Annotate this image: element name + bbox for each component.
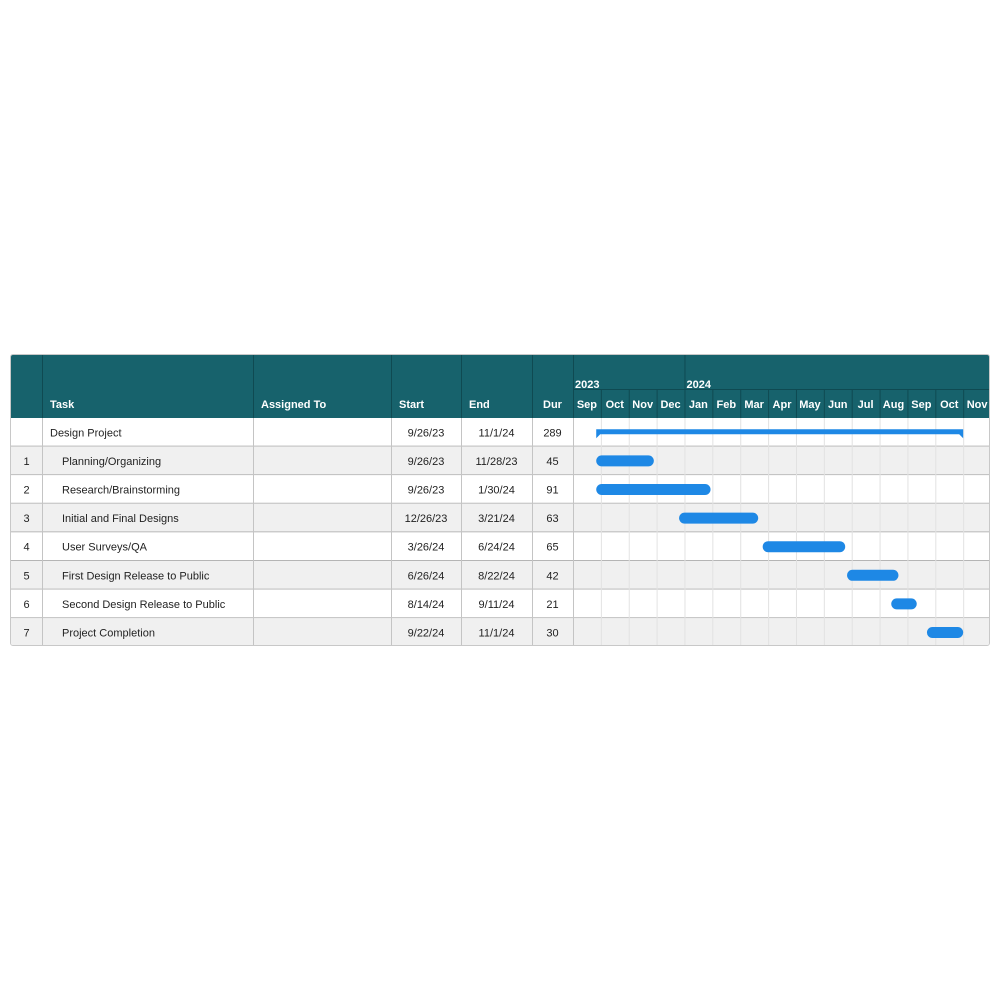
summary-dur-cell: 289 — [543, 427, 561, 439]
month-label: Sep — [911, 399, 931, 411]
table-row — [11, 503, 989, 533]
task-num-cell: 5 — [23, 570, 29, 582]
task-bar[interactable] — [926, 627, 964, 638]
task-start-cell: 9/22/24 — [408, 628, 445, 640]
task-start-cell: 6/26/24 — [408, 570, 445, 582]
summary-task-cell: Design Project — [50, 427, 122, 439]
task-bar[interactable] — [762, 541, 846, 553]
column-header-dur: Dur — [543, 399, 563, 411]
task-dur-cell: 65 — [546, 542, 558, 554]
month-label: Jul — [858, 399, 874, 411]
task-dur-cell: 21 — [546, 599, 558, 611]
task-num-cell: 4 — [23, 542, 29, 554]
task-task-cell: Project Completion — [62, 628, 155, 640]
task-dur-cell: 42 — [546, 570, 558, 582]
task-start-cell: 8/14/24 — [408, 599, 445, 611]
gantt-chart: Task Assigned To Start End Dur 2023 2024 Sep Oct… — [10, 354, 990, 646]
table-row — [11, 561, 989, 590]
column-header-assigned: Assigned To — [261, 399, 326, 411]
month-label: Apr — [773, 399, 793, 411]
task-end-cell: 11/1/24 — [479, 628, 515, 640]
task-num-cell: 6 — [23, 599, 29, 611]
task-start-cell: 12/26/23 — [405, 513, 448, 525]
task-end-cell: 11/28/23 — [475, 456, 517, 468]
column-header-task: Task — [50, 399, 75, 411]
header-background — [11, 355, 989, 418]
task-end-cell: 1/30/24 — [478, 485, 515, 497]
task-end-cell: 6/24/24 — [478, 542, 515, 554]
task-dur-cell: 91 — [546, 485, 558, 497]
task-bar[interactable] — [596, 484, 711, 495]
task-bar[interactable] — [679, 512, 759, 524]
task-task-cell: First Design Release to Public — [62, 570, 210, 582]
task-start-cell: 3/26/24 — [408, 542, 445, 554]
month-label: May — [799, 399, 821, 411]
task-dur-cell: 63 — [546, 513, 558, 525]
summary-end-cell: 11/1/24 — [479, 427, 515, 439]
month-label: Nov — [967, 399, 989, 411]
task-dur-cell: 45 — [546, 456, 558, 468]
task-bar[interactable] — [596, 455, 654, 467]
task-end-cell: 9/11/24 — [479, 599, 515, 611]
year-label: 2024 — [686, 379, 711, 391]
month-label: Nov — [632, 399, 654, 411]
task-bar[interactable] — [847, 569, 899, 581]
task-task-cell: Research/Brainstorming — [62, 485, 180, 497]
task-task-cell: User Surveys/QA — [62, 542, 148, 554]
summary-bar — [596, 429, 964, 439]
table-row — [11, 475, 989, 504]
year-label: 2023 — [575, 379, 599, 391]
task-end-cell: 8/22/24 — [478, 570, 515, 582]
month-label: Jan — [689, 399, 708, 411]
task-bar[interactable] — [891, 598, 917, 610]
month-label: Oct — [940, 399, 959, 411]
month-label: Jun — [828, 399, 848, 411]
month-label: Feb — [717, 399, 737, 411]
task-num-cell: 3 — [23, 513, 29, 525]
table-row — [11, 446, 989, 476]
task-start-cell: 9/26/23 — [408, 456, 445, 468]
task-end-cell: 3/21/24 — [478, 513, 515, 525]
table-row — [11, 618, 989, 645]
task-num-cell: 1 — [23, 456, 29, 468]
column-header-start: Start — [399, 399, 424, 411]
task-start-cell: 9/26/23 — [408, 485, 445, 497]
month-label: Oct — [606, 399, 625, 411]
summary-start-cell: 9/26/23 — [408, 427, 445, 439]
month-label: Sep — [577, 399, 597, 411]
month-label: Mar — [744, 399, 764, 411]
task-task-cell: Second Design Release to Public — [62, 599, 226, 611]
task-num-cell: 7 — [23, 628, 29, 640]
task-dur-cell: 30 — [546, 628, 558, 640]
month-label: Dec — [660, 399, 680, 411]
table-row — [11, 589, 989, 619]
month-label: Aug — [883, 399, 904, 411]
column-header-end: End — [469, 399, 490, 411]
gantt-svg: Task Assigned To Start End Dur 2023 2024 Sep Oct… — [11, 355, 989, 645]
task-task-cell: Planning/Organizing — [62, 456, 161, 468]
task-num-cell: 2 — [23, 485, 29, 497]
task-task-cell: Initial and Final Designs — [62, 513, 179, 525]
